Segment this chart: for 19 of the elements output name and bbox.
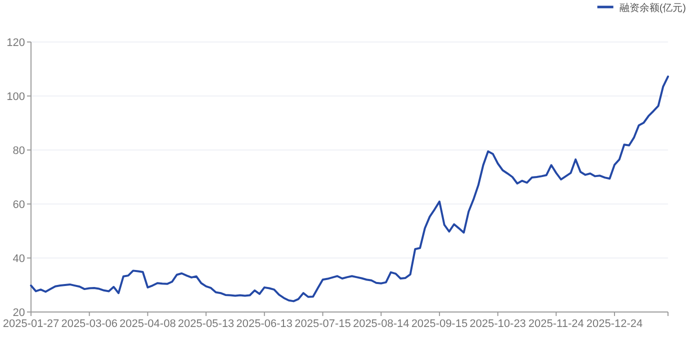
x-tick-label: 2025-07-15 [294, 318, 351, 330]
y-tick-label: 80 [12, 145, 25, 157]
x-tick-label: 2025-06-13 [236, 318, 293, 330]
y-tick-label: 40 [12, 253, 25, 265]
y-tick-label: 60 [12, 199, 25, 211]
y-tick-label: 20 [12, 307, 25, 319]
x-tick-label: 2025-01-27 [2, 318, 60, 330]
x-tick-label: 2025-05-13 [178, 318, 234, 330]
legend-label: 融资余额(亿元) [619, 2, 686, 14]
x-tick-label: 2025-08-14 [352, 318, 410, 330]
legend: 融资余额(亿元) [597, 3, 686, 14]
x-tick-label: 2025-03-06 [61, 318, 118, 330]
y-tick-label: 120 [6, 37, 25, 49]
y-tick-label: 100 [6, 91, 25, 103]
x-tick-label: 2025-09-15 [411, 318, 468, 330]
x-tick-label: 2025-12-24 [586, 318, 643, 330]
x-tick-label: 2025-04-08 [120, 318, 176, 330]
x-tick-label: 2025-10-23 [470, 318, 526, 330]
x-tick-label: 2025-11-24 [528, 318, 584, 330]
